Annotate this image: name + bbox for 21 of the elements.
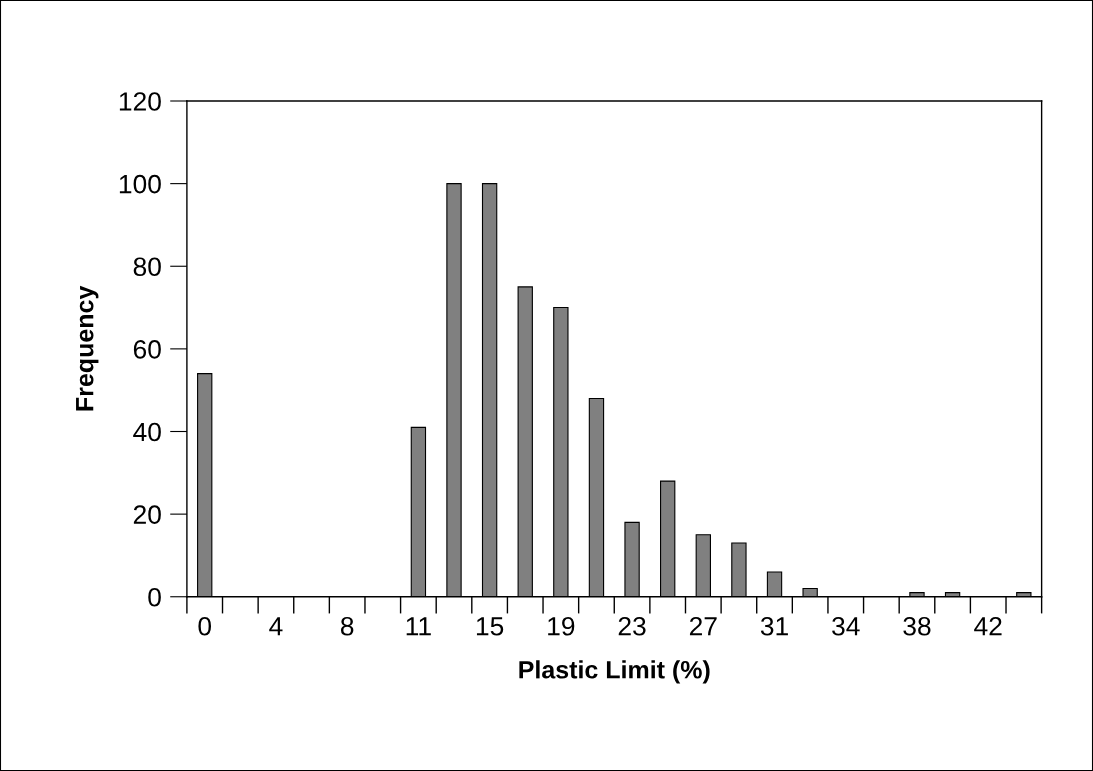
y-tick-label: 20 <box>133 505 161 524</box>
y-tick-label: 120 <box>119 92 161 111</box>
x-tick-label: 8 <box>340 616 354 636</box>
y-tick-label: 40 <box>133 422 161 442</box>
y-axis-title: Frequency <box>76 285 99 411</box>
x-tick-label: 19 <box>548 616 575 636</box>
x-tick-label: 0 <box>198 616 212 636</box>
x-tick-label: 42 <box>974 616 1002 636</box>
y-tick-label: 60 <box>133 340 161 359</box>
x-tick-label: 4 <box>269 617 283 636</box>
x-tick-label: 27 <box>689 616 717 636</box>
x-tick-label: 15 <box>476 617 504 636</box>
x-axis-title: Plastic Limit (%) <box>519 660 710 684</box>
y-tick-label: 80 <box>133 257 161 277</box>
x-tick-label: 38 <box>903 616 931 636</box>
y-tick-label: 100 <box>119 174 161 194</box>
x-tick-label: 34 <box>832 616 860 636</box>
x-tick-label: 11 <box>406 617 431 636</box>
y-tick-label: 0 <box>148 587 161 607</box>
x-tick-label: 31 <box>760 616 788 636</box>
x-tick-label: 23 <box>618 616 646 636</box>
